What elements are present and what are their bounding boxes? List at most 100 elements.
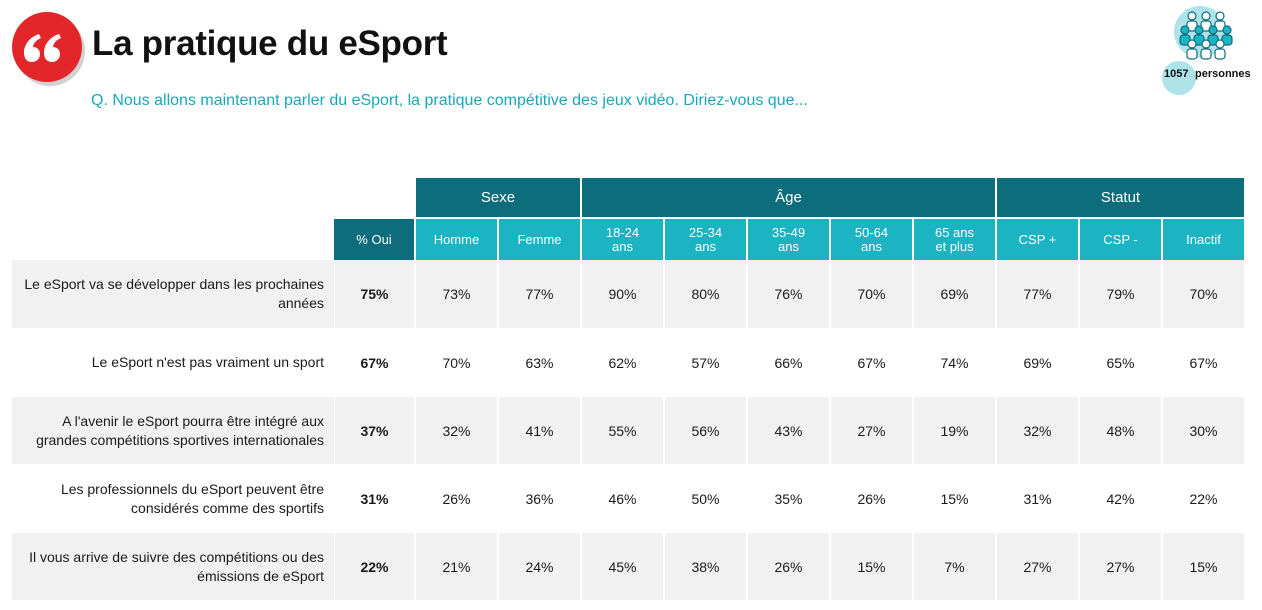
results-table: Sexe Âge Statut % Oui Homme Femme 18-24 a… <box>12 178 1244 600</box>
quote-mark-icon <box>24 34 61 62</box>
column-header-line: ans <box>612 238 633 254</box>
column-header-line: 50-64 <box>854 224 889 240</box>
column-header-csp-minus: CSP - <box>1078 217 1161 260</box>
cell-oui: 22% <box>334 533 414 600</box>
table-corner-oui <box>334 178 414 217</box>
cell-value: 65% <box>1078 328 1161 397</box>
cell-value: 70% <box>1161 260 1244 328</box>
table-row: A l'avenir le eSport pourra être intégré… <box>12 397 1244 464</box>
cell-value: 19% <box>912 397 995 464</box>
cell-value: 21% <box>414 533 497 600</box>
column-header-csp-plus: CSP + <box>995 217 1078 260</box>
column-header-line: 25-34 <box>688 224 723 240</box>
cell-value: 15% <box>1161 533 1244 600</box>
row-label-line: émissions de eSport <box>197 567 324 584</box>
cell-oui: 37% <box>334 397 414 464</box>
cell-value: 66% <box>746 328 829 397</box>
cell-oui: 67% <box>334 328 414 397</box>
row-label-line: considérés comme des sportifs <box>131 499 324 516</box>
table-corner-label <box>12 217 334 260</box>
cell-value: 74% <box>912 328 995 397</box>
row-label-line: Les professionnels du eSport peuvent êtr… <box>60 480 324 497</box>
row-label: Le eSport n'est pas vraiment un sport <box>12 328 334 397</box>
column-header-femme: Femme <box>497 217 580 260</box>
cell-value: 63% <box>497 328 580 397</box>
column-header-line: ans <box>861 238 882 254</box>
group-header-statut: Statut <box>995 178 1244 217</box>
sample-count: 1057 <box>1164 68 1189 80</box>
row-label-line: Il vous arrive de suivre des compétition… <box>29 548 324 565</box>
table-row: Le eSport va se développer dans les proc… <box>12 260 1244 328</box>
table-corner <box>12 178 334 217</box>
cell-value: 69% <box>995 328 1078 397</box>
cell-value: 41% <box>497 397 580 464</box>
sample-label: personnes <box>1195 68 1251 80</box>
cell-value: 76% <box>746 260 829 328</box>
row-label-line: années <box>278 295 324 311</box>
column-header-homme: Homme <box>414 217 497 260</box>
group-header-sexe: Sexe <box>414 178 580 217</box>
row-label-line: grandes compétitions sportives internati… <box>36 431 324 448</box>
cell-value: 79% <box>1078 260 1161 328</box>
table-row: Le eSport n'est pas vraiment un sport 67… <box>12 328 1244 397</box>
cell-value: 50% <box>663 464 746 533</box>
column-header-inactif: Inactif <box>1161 217 1244 260</box>
cell-value: 27% <box>1078 533 1161 600</box>
column-header-line: et plus <box>935 238 974 254</box>
column-header-line: 35-49 <box>771 224 806 240</box>
cell-value: 57% <box>663 328 746 397</box>
question-text: Q. Nous allons maintenant parler du eSpo… <box>91 92 808 109</box>
row-label: Il vous arrive de suivre des compétition… <box>12 533 334 600</box>
table-row: Il vous arrive de suivre des compétition… <box>12 533 1244 600</box>
row-label: A l'avenir le eSport pourra être intégré… <box>12 397 334 464</box>
cell-value: 70% <box>414 328 497 397</box>
cell-value: 32% <box>995 397 1078 464</box>
cell-value: 36% <box>497 464 580 533</box>
cell-value: 55% <box>580 397 663 464</box>
cell-value: 7% <box>912 533 995 600</box>
sample-badge: 1057 personnes <box>1160 6 1258 96</box>
cell-value: 31% <box>995 464 1078 533</box>
cell-value: 24% <box>497 533 580 600</box>
cell-value: 26% <box>414 464 497 533</box>
page-title: La pratique du eSport <box>92 24 448 63</box>
quote-logo <box>12 12 82 82</box>
row-label: Le eSport va se développer dans les proc… <box>12 260 334 328</box>
sample-circle <box>1162 61 1196 95</box>
column-header-25-34: 25-34 ans <box>663 217 746 260</box>
group-header-age: Âge <box>580 178 995 217</box>
row-label-line: Le eSport n'est pas vraiment un sport <box>91 354 324 370</box>
cell-value: 27% <box>829 397 912 464</box>
cell-value: 26% <box>829 464 912 533</box>
column-header-50-64: 50-64 ans <box>829 217 912 260</box>
cell-value: 15% <box>912 464 995 533</box>
cell-value: 45% <box>580 533 663 600</box>
row-label: Les professionnels du eSport peuvent êtr… <box>12 464 334 533</box>
row-label-line: A l'avenir le eSport pourra être intégré… <box>62 412 324 429</box>
table-row: Les professionnels du eSport peuvent êtr… <box>12 464 1244 533</box>
cell-value: 77% <box>995 260 1078 328</box>
cell-value: 67% <box>1161 328 1244 397</box>
cell-value: 43% <box>746 397 829 464</box>
cell-value: 73% <box>414 260 497 328</box>
cell-value: 27% <box>995 533 1078 600</box>
cell-value: 67% <box>829 328 912 397</box>
row-label-line: Le eSport va se développer dans les proc… <box>24 276 324 292</box>
cell-value: 69% <box>912 260 995 328</box>
column-header-line: 18-24 <box>605 224 640 240</box>
cell-value: 80% <box>663 260 746 328</box>
cell-oui: 75% <box>334 260 414 328</box>
column-header-35-49: 35-49 ans <box>746 217 829 260</box>
cell-value: 46% <box>580 464 663 533</box>
cell-oui: 31% <box>334 464 414 533</box>
column-header-65-plus: 65 ans et plus <box>912 217 995 260</box>
cell-value: 56% <box>663 397 746 464</box>
cell-value: 90% <box>580 260 663 328</box>
column-header-line: 65 ans <box>934 224 975 240</box>
cell-value: 22% <box>1161 464 1244 533</box>
cell-value: 42% <box>1078 464 1161 533</box>
column-header-line: ans <box>778 238 799 254</box>
cell-value: 38% <box>663 533 746 600</box>
column-header-oui: % Oui <box>334 217 414 260</box>
cell-value: 30% <box>1161 397 1244 464</box>
